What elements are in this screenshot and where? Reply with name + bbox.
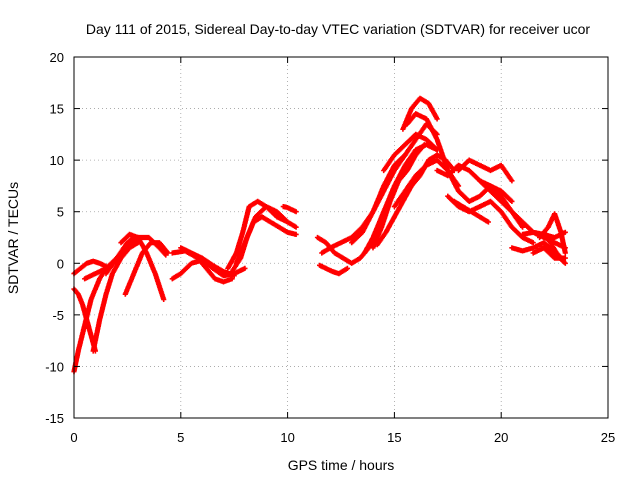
series-markers <box>404 111 515 204</box>
series-track-36 <box>541 229 566 263</box>
y-tick-label: 5 <box>57 205 64 220</box>
series-markers <box>349 121 440 246</box>
chart-title: Day 111 of 2015, Sidereal Day-to-day VTE… <box>86 21 591 37</box>
plot-frame <box>73 56 609 419</box>
axis-ticks <box>73 56 609 419</box>
x-tick-label: 15 <box>387 430 401 445</box>
series-track-19 <box>349 121 440 246</box>
series-track-21 <box>381 131 440 174</box>
series-track-30 <box>455 157 515 184</box>
y-tick-label: -15 <box>45 411 64 426</box>
x-tick-label: 25 <box>601 430 615 445</box>
y-axis-label: SDTVAR / TECUs <box>5 182 21 294</box>
series-markers <box>317 262 350 277</box>
x-tick-label: 20 <box>494 430 508 445</box>
series-markers <box>381 131 440 174</box>
series-track-14 <box>233 214 299 266</box>
series-markers <box>541 229 566 263</box>
series-track-26 <box>404 111 515 204</box>
y-tick-label: 0 <box>57 256 64 271</box>
y-tick-label: -10 <box>45 359 64 374</box>
series-track-22 <box>370 142 427 251</box>
y-tick-label: 10 <box>50 153 64 168</box>
x-axis-label: GPS time / hours <box>288 457 395 473</box>
y-tick-label: -5 <box>52 308 64 323</box>
series-track-15 <box>280 204 299 215</box>
y-tick-labels: -15 -10 -5 0 5 10 15 20 <box>45 50 64 426</box>
series-markers <box>122 240 171 297</box>
x-tick-labels: 0 5 10 15 20 25 <box>70 430 615 445</box>
series-track-11 <box>178 245 237 279</box>
series-markers <box>451 198 491 225</box>
grid-lines <box>74 57 608 418</box>
x-tick-label: 10 <box>280 430 294 445</box>
series-track-17 <box>317 262 350 277</box>
y-tick-label: 15 <box>50 102 64 117</box>
series-track-08 <box>122 240 171 297</box>
x-tick-label: 0 <box>70 430 77 445</box>
series-track-29 <box>451 198 491 225</box>
y-tick-label: 20 <box>50 50 64 65</box>
x-tick-label: 5 <box>177 430 184 445</box>
series-markers <box>455 157 515 184</box>
series-markers <box>233 214 299 266</box>
series-markers <box>280 204 299 215</box>
series-markers <box>178 245 237 279</box>
series-markers <box>370 142 427 251</box>
